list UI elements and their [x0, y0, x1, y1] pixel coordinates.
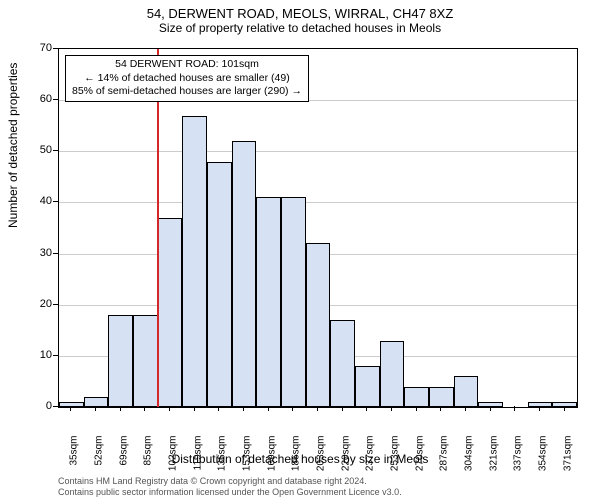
y-tick-label: 40	[24, 195, 52, 207]
x-tick-mark	[366, 406, 367, 411]
x-tick-mark	[95, 406, 96, 411]
histogram-bar	[552, 402, 577, 407]
histogram-bar	[182, 116, 207, 408]
histogram-bar	[404, 387, 429, 407]
plot-area: 54 DERWENT ROAD: 101sqm← 14% of detached…	[58, 48, 578, 408]
x-tick-mark	[194, 406, 195, 411]
x-tick-mark	[514, 406, 515, 411]
histogram-bar	[256, 197, 281, 407]
footer-line2: Contains public sector information licen…	[58, 487, 402, 498]
histogram-bar	[478, 402, 503, 407]
y-tick-label: 70	[24, 42, 52, 54]
histogram-bar	[454, 376, 479, 407]
histogram-bar	[306, 243, 331, 407]
y-tick-label: 0	[24, 400, 52, 412]
histogram-bar	[158, 218, 183, 407]
gridline	[59, 202, 577, 203]
chart-title: 54, DERWENT ROAD, MEOLS, WIRRAL, CH47 8X…	[0, 0, 600, 21]
histogram-bar	[207, 162, 232, 407]
x-tick-mark	[539, 406, 540, 411]
y-axis-label: Number of detached properties	[6, 63, 20, 228]
histogram-bar	[133, 315, 158, 407]
y-tick-label: 30	[24, 247, 52, 259]
x-tick-mark	[490, 406, 491, 411]
histogram-bar	[355, 366, 380, 407]
y-tick-label: 50	[24, 144, 52, 156]
x-tick-mark	[465, 406, 466, 411]
x-tick-mark	[391, 406, 392, 411]
x-tick-mark	[268, 406, 269, 411]
x-tick-mark	[292, 406, 293, 411]
x-tick-mark	[342, 406, 343, 411]
y-tick-label: 10	[24, 349, 52, 361]
histogram-bar	[330, 320, 355, 407]
chart-subtitle: Size of property relative to detached ho…	[0, 21, 600, 39]
x-tick-mark	[120, 406, 121, 411]
histogram-bar	[232, 141, 257, 407]
gridline	[59, 151, 577, 152]
histogram-bar	[281, 197, 306, 407]
histogram-bar	[429, 387, 454, 407]
y-tick-label: 20	[24, 298, 52, 310]
footer-attribution: Contains HM Land Registry data © Crown c…	[58, 476, 402, 498]
x-tick-mark	[243, 406, 244, 411]
y-tick-label: 60	[24, 93, 52, 105]
histogram-bar	[380, 341, 405, 407]
annotation-box: 54 DERWENT ROAD: 101sqm← 14% of detached…	[65, 55, 309, 102]
histogram-bar	[108, 315, 133, 407]
x-tick-mark	[169, 406, 170, 411]
annotation-line3: 85% of semi-detached houses are larger (…	[72, 85, 302, 99]
x-tick-mark	[416, 406, 417, 411]
annotation-line2: ← 14% of detached houses are smaller (49…	[72, 72, 302, 86]
x-tick-mark	[70, 406, 71, 411]
footer-line1: Contains HM Land Registry data © Crown c…	[58, 476, 402, 487]
x-tick-mark	[218, 406, 219, 411]
x-tick-mark	[317, 406, 318, 411]
x-tick-mark	[564, 406, 565, 411]
annotation-line1: 54 DERWENT ROAD: 101sqm	[72, 58, 302, 72]
x-tick-mark	[144, 406, 145, 411]
x-axis-label: Distribution of detached houses by size …	[0, 452, 600, 466]
histogram-bar	[59, 402, 84, 407]
x-tick-mark	[440, 406, 441, 411]
property-marker-line	[157, 49, 159, 407]
